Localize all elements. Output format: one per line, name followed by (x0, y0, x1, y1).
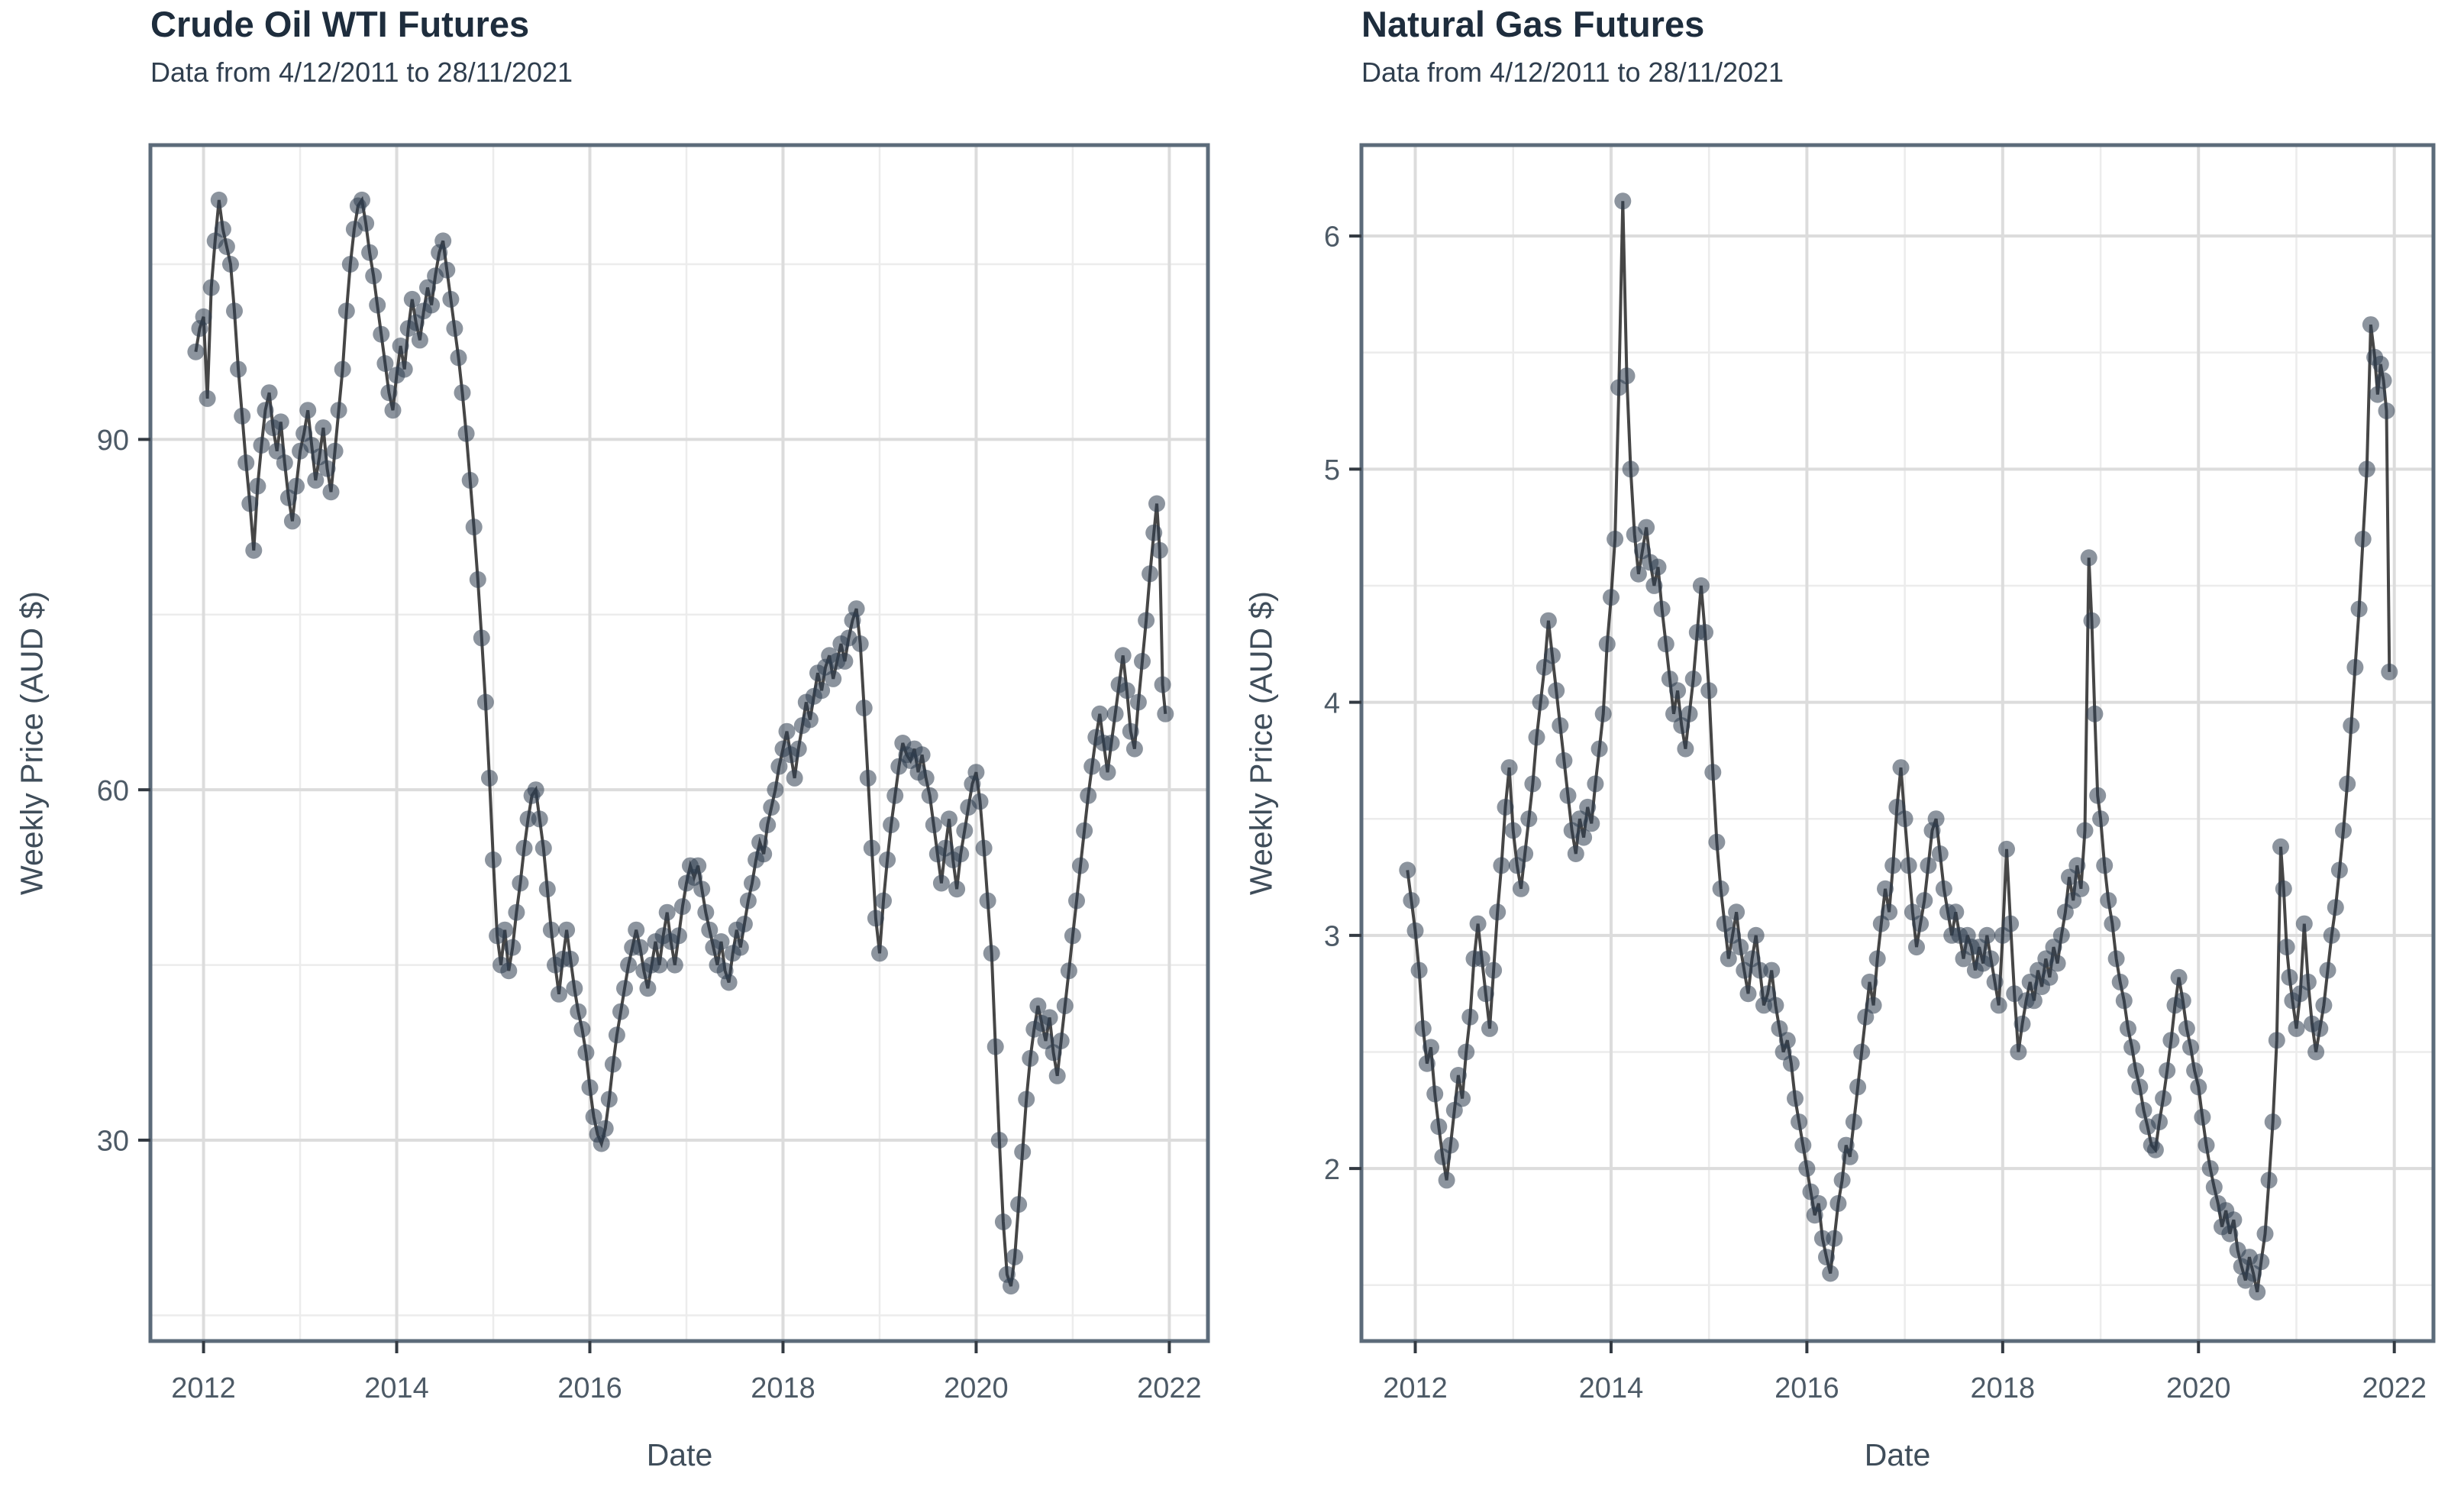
svg-text:2012: 2012 (171, 1372, 236, 1404)
data-points (187, 191, 1174, 1295)
svg-text:2016: 2016 (1775, 1372, 1839, 1404)
chart-title-crude-oil: Crude Oil WTI Futures (150, 4, 530, 44)
svg-text:2012: 2012 (1383, 1372, 1448, 1404)
panel-border (1359, 143, 2436, 1343)
svg-text:5: 5 (1324, 454, 1340, 486)
svg-text:6: 6 (1324, 221, 1340, 254)
x-axis-title-crude-oil: Date (646, 1437, 713, 1472)
svg-text:60: 60 (97, 775, 129, 807)
svg-text:2020: 2020 (944, 1372, 1009, 1404)
gridlines-minor (150, 145, 1208, 1341)
svg-text:2018: 2018 (751, 1372, 815, 1404)
svg-text:2016: 2016 (557, 1372, 622, 1404)
svg-text:2014: 2014 (1579, 1372, 1644, 1404)
svg-text:2022: 2022 (2362, 1372, 2427, 1404)
x-axis-title-natural-gas: Date (1864, 1437, 1931, 1472)
axis-ticks (138, 438, 1171, 1353)
svg-text:2018: 2018 (1971, 1372, 2036, 1404)
chart-subtitle-natural-gas: Data from 4/12/2011 to 28/11/2021 (1361, 57, 1784, 88)
chart-title-natural-gas: Natural Gas Futures (1361, 4, 1705, 44)
svg-text:90: 90 (97, 425, 129, 457)
data-points (1399, 192, 2398, 1301)
panel-crude-oil: 2012 2014 2016 2018 2020 2022 30 60 90 (97, 143, 1210, 1404)
gridlines-minor (1361, 145, 2433, 1341)
y-axis-title-natural-gas: Weekly Price (AUD $) (1243, 591, 1279, 895)
panel-natural-gas: 2012 2014 2016 2018 2020 2022 2 3 4 5 6 (1324, 143, 2436, 1404)
svg-text:2020: 2020 (2166, 1372, 2231, 1404)
y-axis-title-crude-oil: Weekly Price (AUD $) (14, 591, 50, 895)
axis-tick-labels: 2012 2014 2016 2018 2020 2022 30 60 90 (97, 425, 1202, 1404)
chart-subtitle-crude-oil: Data from 4/12/2011 to 28/11/2021 (150, 57, 573, 88)
axis-ticks (1349, 234, 2396, 1353)
svg-text:2014: 2014 (364, 1372, 429, 1404)
panel-border (148, 143, 1210, 1343)
svg-text:4: 4 (1324, 687, 1340, 719)
svg-text:2: 2 (1324, 1154, 1340, 1186)
svg-text:2022: 2022 (1137, 1372, 1202, 1404)
axis-tick-labels: 2012 2014 2016 2018 2020 2022 2 3 4 5 6 (1324, 221, 2427, 1404)
svg-text:30: 30 (97, 1126, 129, 1158)
svg-text:3: 3 (1324, 921, 1340, 953)
